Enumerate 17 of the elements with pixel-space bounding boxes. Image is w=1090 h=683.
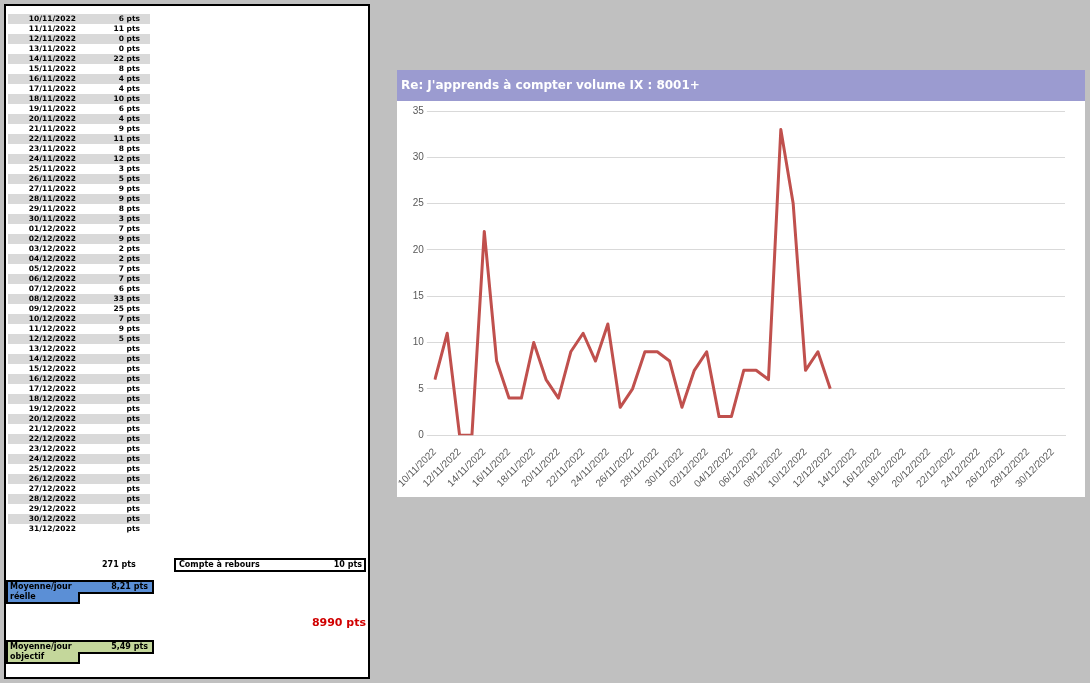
text: 8990 pts (310, 616, 366, 629)
y-tick-label: 25 (412, 197, 425, 209)
text: 8,21 pts (78, 580, 154, 594)
chart-title: Re: J'apprends à compter volume IX : 8001+ (397, 70, 1085, 101)
y-tick-label: 10 (412, 336, 425, 348)
text: Moyenne/jour objectif (6, 640, 80, 664)
y-tick-label: 0 (418, 428, 425, 440)
y-tick-label: 20 (412, 243, 425, 255)
y-tick-label: 30 (412, 151, 425, 163)
text: Compte à rebours (174, 558, 309, 572)
y-tick-label: 35 (412, 104, 425, 116)
text: 5,49 pts (78, 640, 154, 654)
text: 271 pts (102, 560, 137, 570)
text: 10 pts (304, 558, 366, 572)
y-tick-label: 15 (412, 289, 425, 301)
y-tick-label: 5 (418, 382, 425, 394)
text: Moyenne/jour réelle (6, 580, 80, 604)
